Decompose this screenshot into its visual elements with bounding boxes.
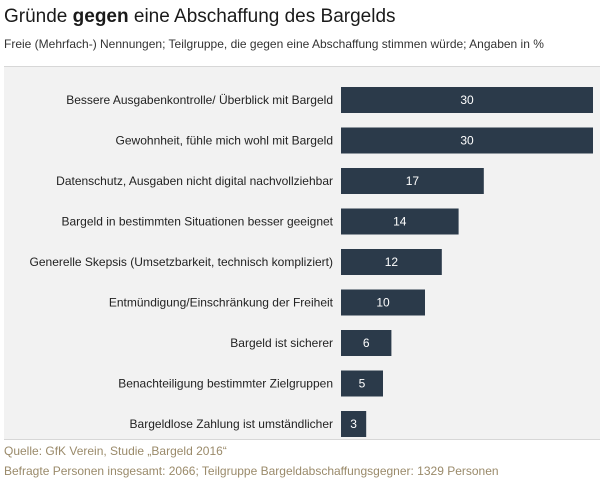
bar-value-label: 14 bbox=[393, 215, 407, 229]
bar-value-label: 30 bbox=[460, 93, 474, 107]
bar bbox=[341, 289, 425, 316]
chart-title-pre: Gründe bbox=[4, 6, 73, 27]
category-label: Generelle Skepsis (Umsetzbarkeit, techni… bbox=[30, 255, 333, 269]
bar bbox=[341, 249, 442, 275]
bar-value-label: 17 bbox=[406, 174, 420, 188]
bar bbox=[341, 411, 367, 437]
bar-value-label: 30 bbox=[460, 134, 474, 148]
chart-title-emphasis: gegen bbox=[72, 6, 129, 27]
bar-value-label: 6 bbox=[363, 336, 370, 350]
chart-title: Gründe gegen eine Abschaffung des Bargel… bbox=[4, 6, 396, 28]
bar bbox=[341, 208, 459, 235]
category-label: Bessere Ausgabenkontrolle/ Überblick mit… bbox=[66, 93, 333, 107]
source-note: Quelle: GfK Verein, Studie „Bargeld 2016… bbox=[4, 444, 227, 458]
bar bbox=[341, 168, 484, 194]
sample-note: Befragte Personen insgesamt: 2066; Teilg… bbox=[4, 464, 499, 478]
bar-chart: Bessere Ausgabenkontrolle/ Überblick mit… bbox=[30, 87, 593, 437]
category-label: Bargeld in bestimmten Situationen besser… bbox=[62, 215, 334, 229]
category-label: Gewohnheit, fühle mich wohl mit Bargeld bbox=[116, 134, 333, 148]
category-label: Benachteiligung bestimmter Zielgruppen bbox=[118, 377, 333, 391]
bar-value-label: 3 bbox=[350, 417, 357, 431]
bar bbox=[341, 127, 593, 154]
category-label: Bargeld ist sicherer bbox=[230, 336, 333, 350]
category-label: Datenschutz, Ausgaben nicht digital nach… bbox=[56, 174, 333, 188]
bar bbox=[341, 330, 392, 356]
category-label: Bargeldlose Zahlung ist umständlicher bbox=[130, 417, 333, 431]
plot-area: Bessere Ausgabenkontrolle/ Überblick mit… bbox=[4, 66, 600, 440]
bar bbox=[341, 87, 593, 113]
bar-value-label: 10 bbox=[376, 296, 390, 310]
chart-title-post: eine Abschaffung des Bargelds bbox=[128, 6, 396, 27]
bar-value-label: 5 bbox=[359, 377, 366, 391]
category-label: Entmündigung/Einschränkung der Freiheit bbox=[109, 296, 334, 310]
bar-value-label: 12 bbox=[385, 255, 399, 269]
bar bbox=[341, 370, 383, 397]
chart-subtitle: Freie (Mehrfach-) Nennungen; Teilgruppe,… bbox=[4, 37, 544, 51]
